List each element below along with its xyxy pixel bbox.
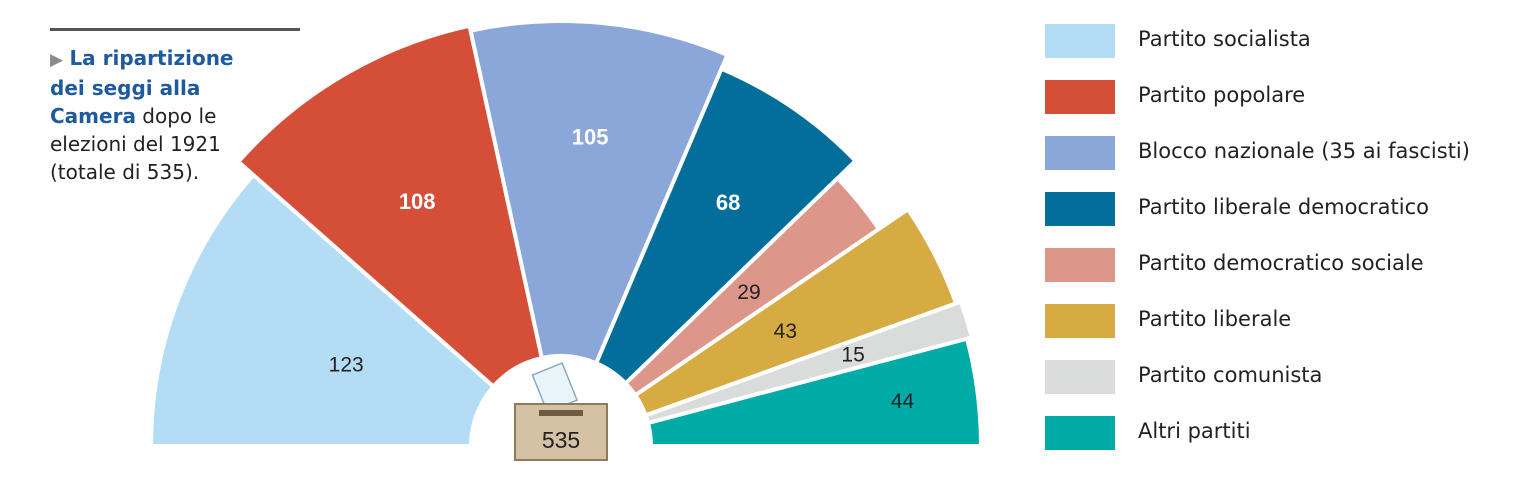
legend-swatch <box>1045 192 1115 226</box>
legend-item-altri-partiti: Altri partiti <box>1045 416 1525 450</box>
seat-distribution-chart: 535 123 108 105 68 29 43 15 44 <box>149 19 983 461</box>
legend-swatch <box>1045 136 1115 170</box>
legend-item-partito-popolare: Partito popolare <box>1045 80 1525 114</box>
legend-item-partito-liberale-democratico: Partito liberale democratico <box>1045 192 1525 226</box>
legend-swatch <box>1045 360 1115 394</box>
value-label-partito-popolare: 108 <box>399 189 436 214</box>
slice-partito-socialista <box>149 172 496 448</box>
legend-label: Partito democratico sociale <box>1138 251 1424 275</box>
legend-item-partito-liberale: Partito liberale <box>1045 304 1525 338</box>
value-label-partito-liberale-democratico: 68 <box>716 190 740 215</box>
value-label-partito-liberale: 43 <box>774 320 797 343</box>
value-label-partito-democratico-sociale: 29 <box>737 281 760 304</box>
legend-label: Partito liberale <box>1138 307 1292 331</box>
caption-rest: dopo le elezioni del 1921 (totale di 535… <box>50 104 221 184</box>
value-label-blocco-nazionale: 105 <box>572 125 609 150</box>
legend-item-partito-comunista: Partito comunista <box>1045 360 1525 394</box>
slice-partito-liberale-democratico <box>594 66 858 386</box>
triangle-marker-icon: ▶ <box>50 50 64 70</box>
value-label-partito-comunista: 15 <box>841 343 864 366</box>
legend-label: Partito socialista <box>1138 27 1311 51</box>
slice-partito-comunista <box>643 299 974 426</box>
total-seats-label: 535 <box>542 427 580 453</box>
legend-item-partito-socialista: Partito socialista <box>1045 24 1525 58</box>
slice-partito-liberale <box>633 207 959 418</box>
ballot-box-icon <box>514 362 608 461</box>
legend-item-partito-democratico-sociale: Partito democratico sociale <box>1045 248 1525 282</box>
slice-partito-popolare <box>236 23 544 389</box>
chart-value-labels: 123 108 105 68 29 43 15 44 <box>329 125 915 414</box>
legend-item-blocco-nazionale: Blocco nazionale (35 ai fascisti) <box>1045 136 1525 170</box>
legend-label: Partito comunista <box>1138 363 1323 387</box>
legend-label: Altri partiti <box>1138 419 1251 443</box>
value-label-altri-partiti: 44 <box>891 390 915 413</box>
legend-swatch <box>1045 248 1115 282</box>
slice-blocco-nazionale <box>468 19 730 366</box>
ballot-slot <box>539 410 583 416</box>
legend-label: Partito liberale democratico <box>1138 195 1429 219</box>
slice-altri-partiti <box>646 336 983 448</box>
legend-swatch <box>1045 304 1115 338</box>
ballot-box-body <box>514 403 608 461</box>
legend-label: Partito popolare <box>1138 83 1306 107</box>
caption-lead: La ripartizione dei seggi alla Camera <box>50 46 234 128</box>
chart-caption: ▶ La ripartizione dei seggi alla Camera … <box>50 44 270 186</box>
hub-area: 535 <box>514 362 608 461</box>
value-label-partito-socialista: 123 <box>329 353 364 376</box>
caption-rule <box>50 28 300 31</box>
legend-label: Blocco nazionale (35 ai fascisti) <box>1138 139 1470 163</box>
legend-swatch <box>1045 24 1115 58</box>
legend-swatch <box>1045 416 1115 450</box>
legend-swatch <box>1045 80 1115 114</box>
chart-slices <box>149 19 983 448</box>
